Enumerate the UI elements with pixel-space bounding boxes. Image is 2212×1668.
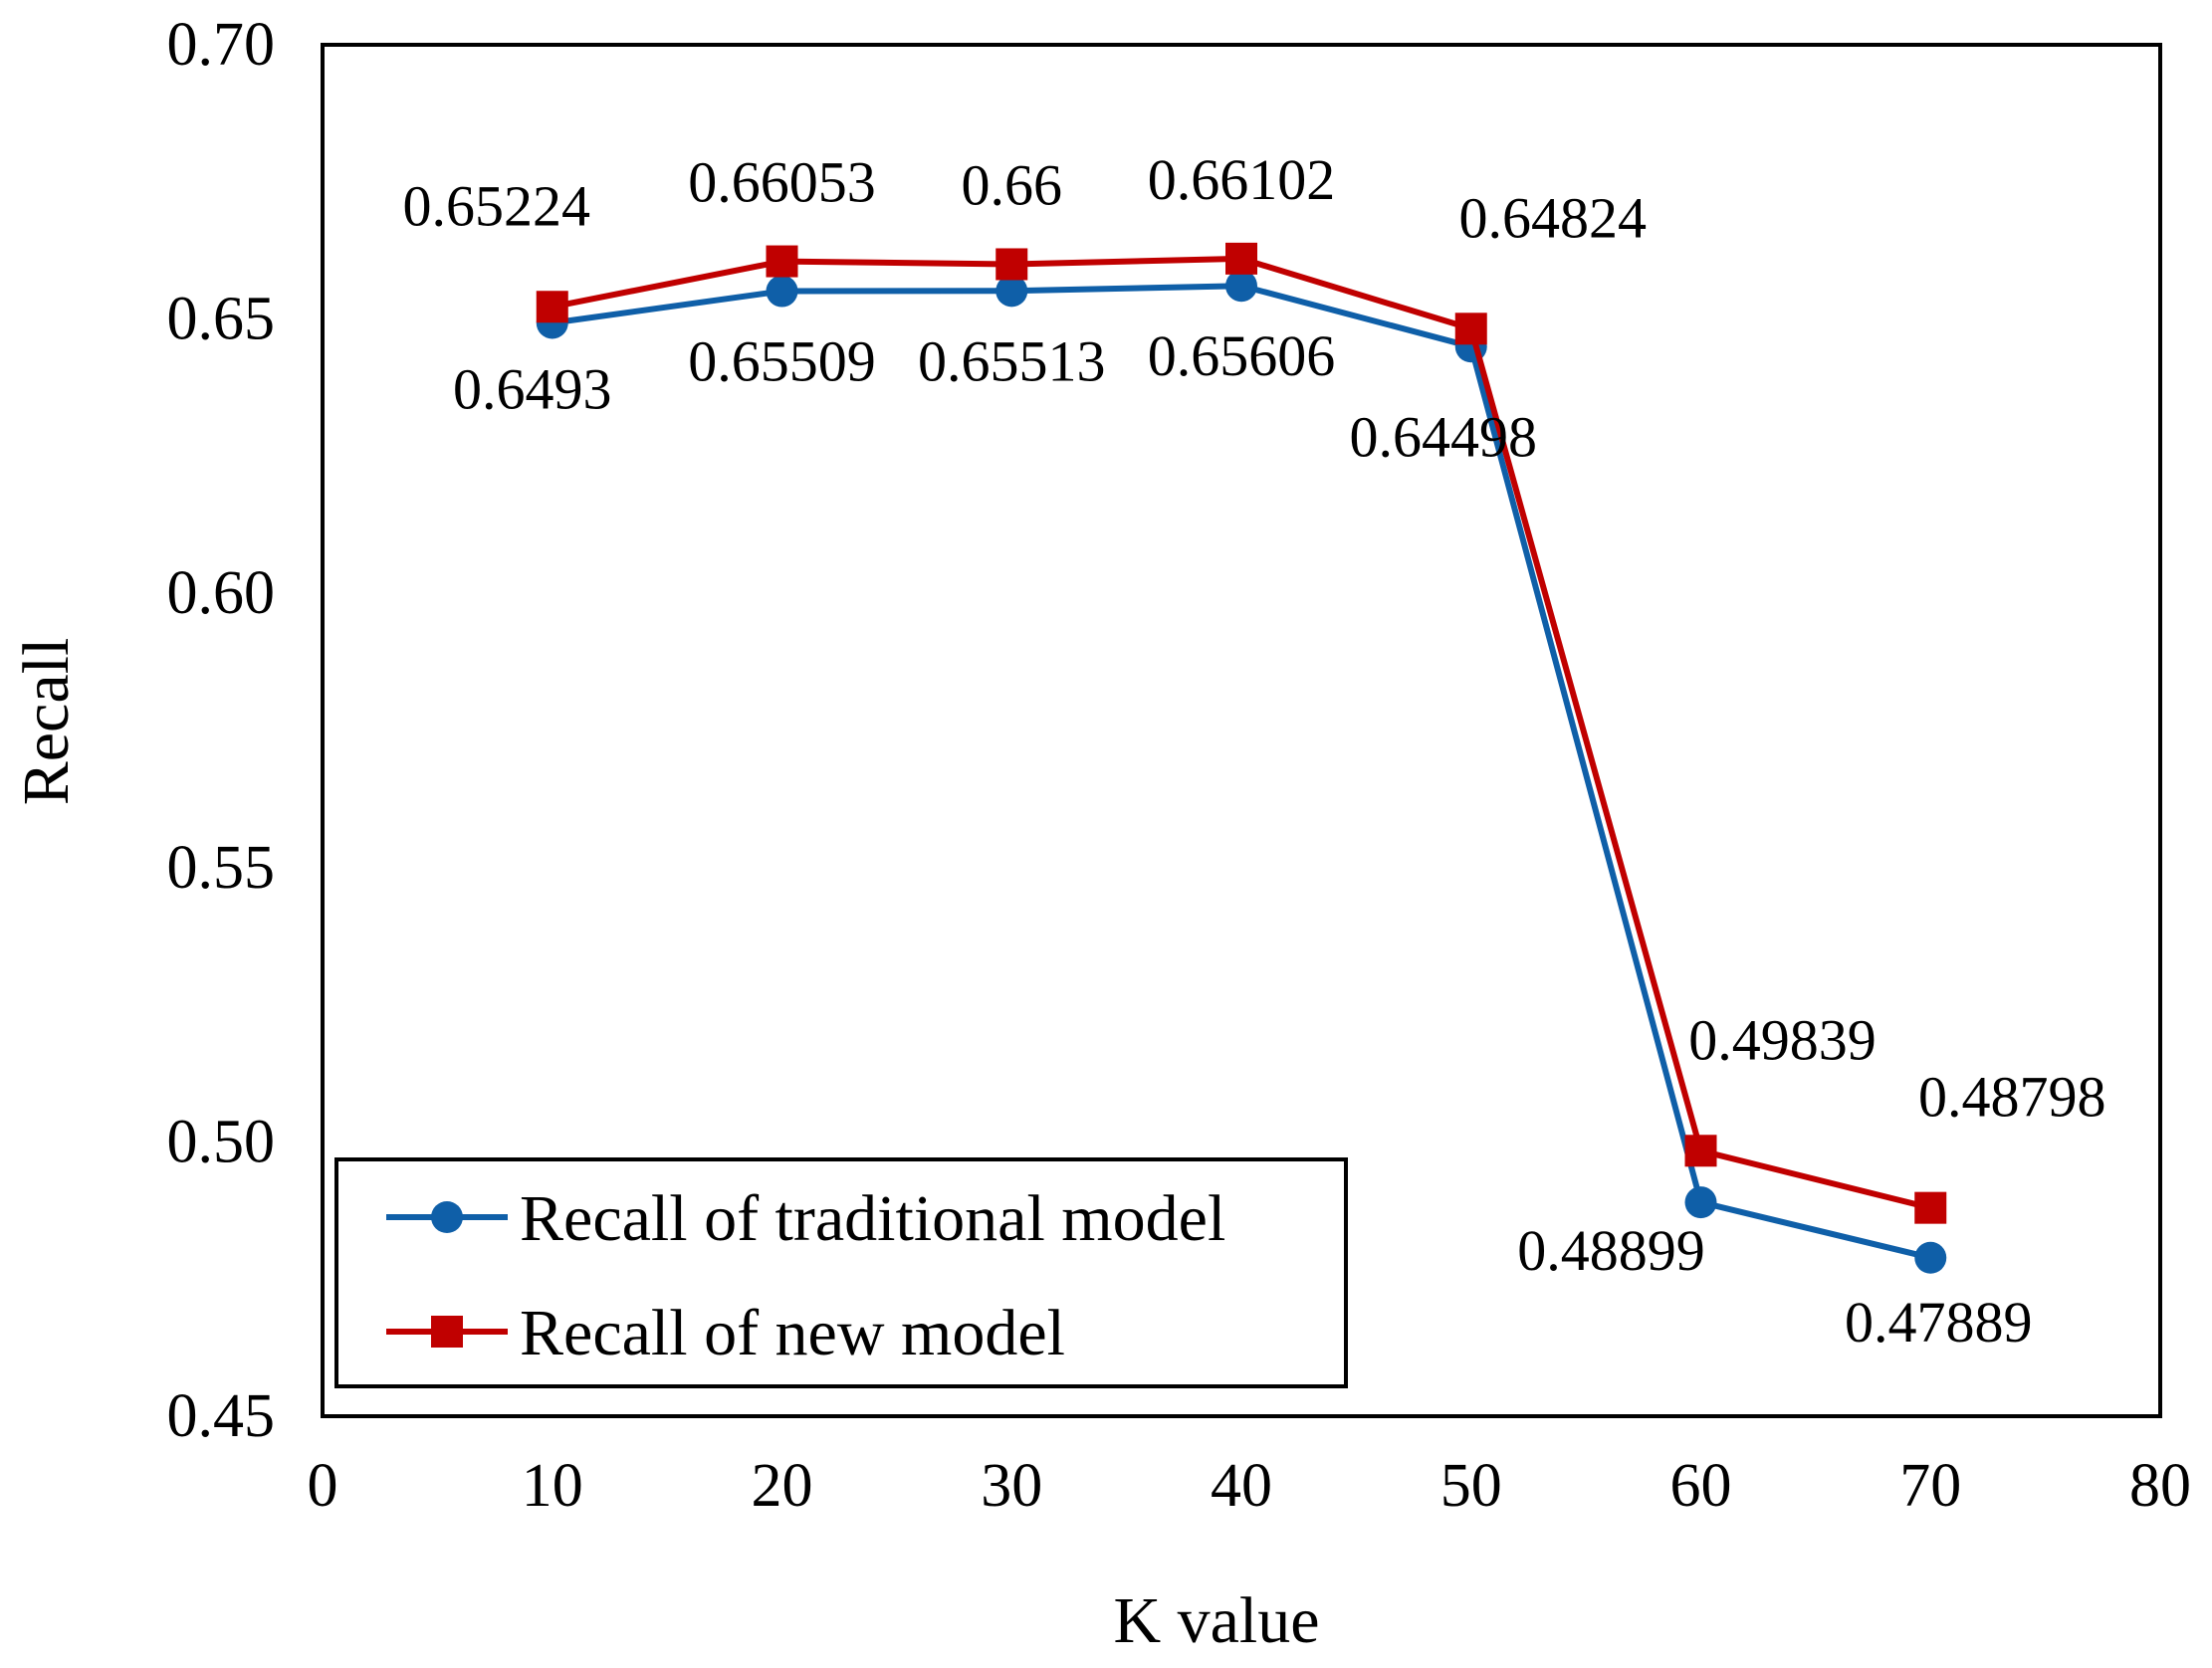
data-point-traditional bbox=[995, 275, 1028, 308]
data-label: 0.6493 bbox=[453, 356, 612, 421]
series-layer bbox=[536, 242, 1947, 1274]
data-point-new bbox=[536, 291, 568, 323]
y-tick-label: 0.60 bbox=[167, 559, 276, 627]
data-point-new bbox=[995, 248, 1028, 281]
series-new bbox=[536, 242, 1947, 1224]
y-tick-label: 0.50 bbox=[167, 1108, 276, 1175]
data-point-new bbox=[766, 245, 798, 278]
y-tick-label: 0.45 bbox=[167, 1382, 276, 1450]
data-point-traditional bbox=[1225, 270, 1257, 303]
x-axis-tick-labels: 0 10 20 30 40 50 60 70 80 bbox=[308, 1452, 2192, 1520]
data-label: 0.66053 bbox=[688, 150, 876, 215]
y-axis-title: Recall bbox=[10, 638, 83, 806]
data-label: 0.66102 bbox=[1148, 147, 1336, 212]
data-label: 0.48798 bbox=[1918, 1065, 2106, 1130]
data-label: 0.64498 bbox=[1350, 404, 1538, 469]
legend-label-new: Recall of new model bbox=[520, 1297, 1065, 1369]
data-point-traditional bbox=[1684, 1186, 1717, 1219]
x-tick-label: 0 bbox=[308, 1452, 338, 1520]
data-label: 0.65606 bbox=[1148, 323, 1336, 388]
legend-label-traditional: Recall of traditional model bbox=[520, 1182, 1225, 1255]
data-label: 0.47889 bbox=[1845, 1290, 2033, 1355]
y-tick-label: 0.65 bbox=[167, 286, 276, 353]
data-point-new bbox=[1684, 1135, 1717, 1167]
legend-marker-new bbox=[431, 1316, 463, 1348]
y-axis-tick-labels: 0.45 0.50 0.55 0.60 0.65 0.70 bbox=[167, 11, 276, 1450]
legend-box bbox=[334, 1157, 1348, 1388]
y-tick-label: 0.70 bbox=[167, 11, 276, 79]
data-label: 0.66 bbox=[962, 152, 1063, 217]
x-tick-label: 70 bbox=[1899, 1452, 1961, 1520]
x-tick-label: 30 bbox=[981, 1452, 1042, 1520]
data-point-new bbox=[1454, 313, 1487, 345]
data-label: 0.64824 bbox=[1459, 185, 1648, 250]
data-label: 0.65513 bbox=[918, 328, 1106, 393]
x-tick-label: 10 bbox=[522, 1452, 583, 1520]
data-label: 0.65509 bbox=[688, 329, 876, 394]
data-label: 0.48899 bbox=[1517, 1218, 1705, 1283]
y-tick-label: 0.55 bbox=[167, 834, 276, 902]
data-point-traditional bbox=[1914, 1241, 1947, 1274]
plot-area-frame bbox=[321, 43, 2162, 1418]
data-point-new bbox=[1914, 1191, 1947, 1224]
legend: Recall of traditional model Recall of ne… bbox=[334, 1157, 1348, 1388]
x-tick-label: 40 bbox=[1211, 1452, 1272, 1520]
data-point-new bbox=[1225, 242, 1257, 275]
data-label: 0.65224 bbox=[403, 173, 591, 238]
x-tick-label: 80 bbox=[2129, 1452, 2191, 1520]
x-tick-label: 60 bbox=[1670, 1452, 1732, 1520]
x-axis-title: K value bbox=[1113, 1584, 1319, 1657]
data-label: 0.49839 bbox=[1688, 1007, 1877, 1072]
x-tick-label: 50 bbox=[1440, 1452, 1502, 1520]
legend-marker-traditional bbox=[431, 1201, 463, 1233]
x-tick-label: 20 bbox=[752, 1452, 813, 1520]
data-point-traditional bbox=[766, 275, 798, 308]
